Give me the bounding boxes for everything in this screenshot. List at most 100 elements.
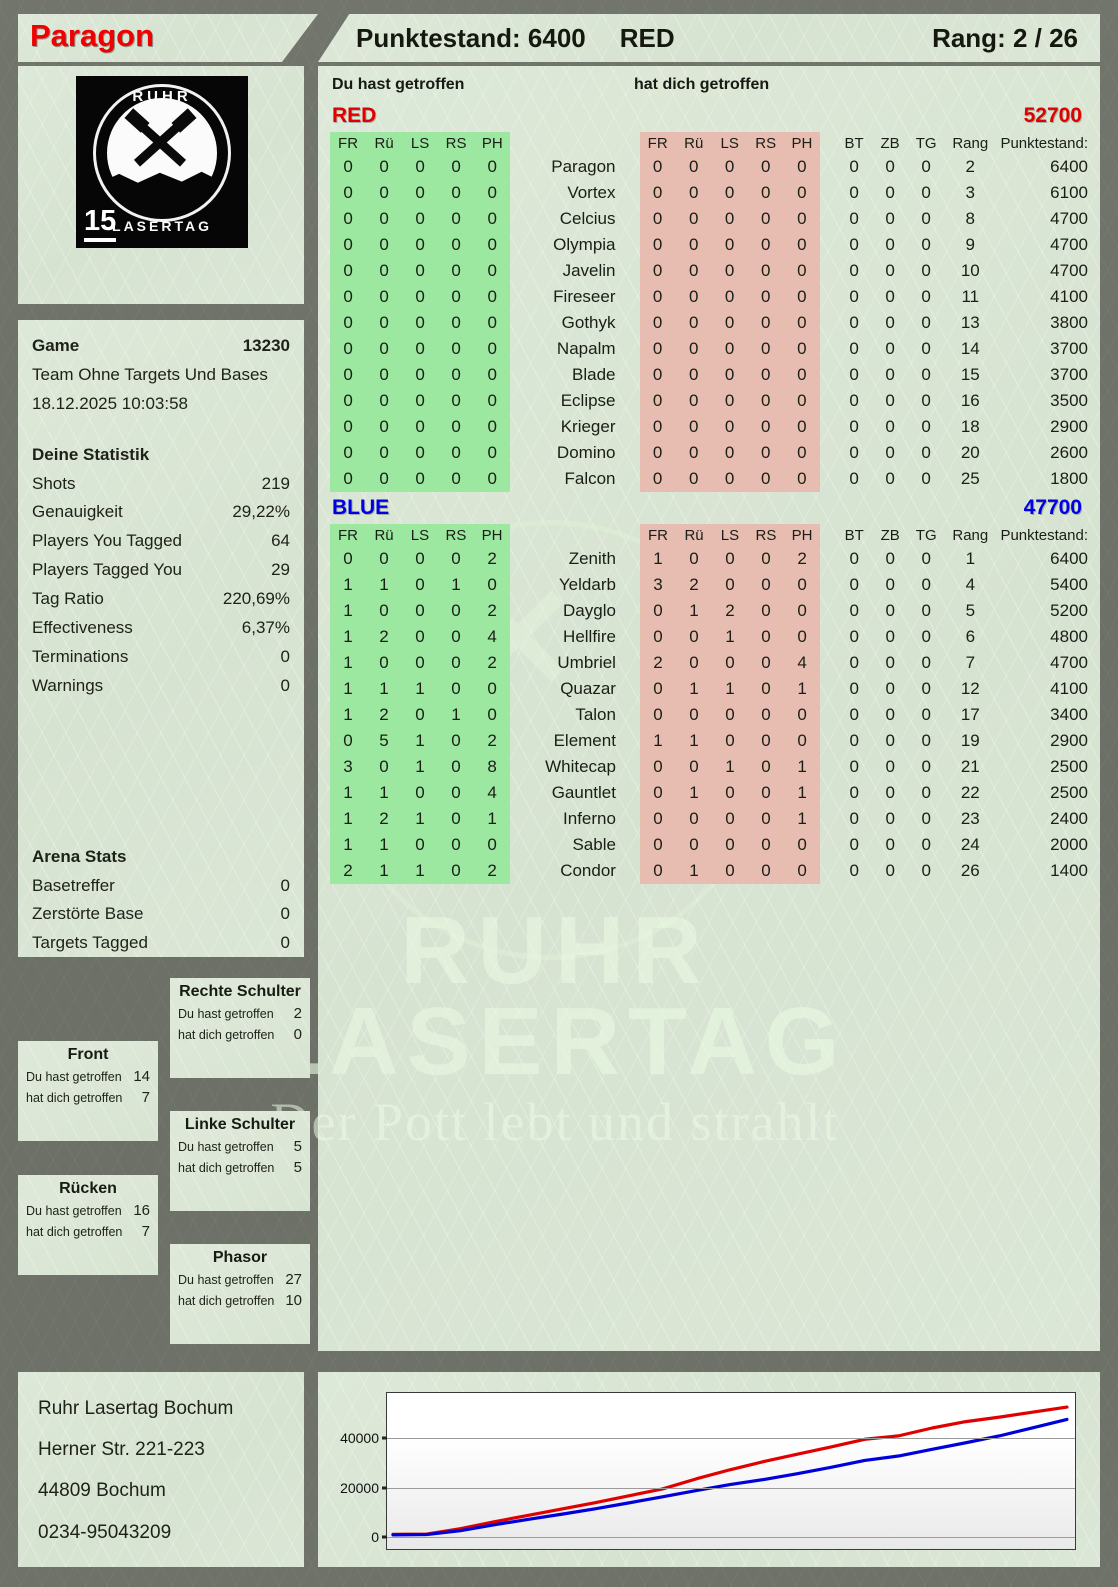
chart-ytick-label: 40000 bbox=[340, 1430, 379, 1447]
cell-got: 0 bbox=[640, 624, 677, 650]
table-row[interactable]: 0 0 0 0 0 Olympia 0 0 0 0 0 0 0 0 9 4700 bbox=[330, 232, 1100, 258]
stat-row: Shots 219 bbox=[32, 470, 290, 499]
cell-got: 0 bbox=[639, 180, 676, 206]
table-row[interactable]: 3 0 1 0 8 Whitecap 0 0 1 0 1 0 0 0 21 2500 bbox=[330, 754, 1100, 780]
table-row[interactable]: 0 0 0 0 0 Fireseer 0 0 0 0 0 0 0 0 11 4100 bbox=[330, 284, 1100, 310]
arena-stat-row: Basetreffer 0 bbox=[32, 872, 290, 901]
cell-hit: 0 bbox=[402, 546, 438, 572]
table-row[interactable]: 0 0 0 0 0 Napalm 0 0 0 0 0 0 0 0 14 3700 bbox=[330, 336, 1100, 362]
cell-got: 0 bbox=[639, 362, 676, 388]
cell-zb: 0 bbox=[885, 861, 895, 880]
cell-hit: 0 bbox=[366, 258, 403, 284]
table-row[interactable]: 1 2 0 0 4 Hellfire 0 0 1 0 0 0 0 0 6 4800 bbox=[330, 624, 1100, 650]
col-header-got: Rü bbox=[676, 524, 713, 546]
cell-hit: 1 bbox=[366, 572, 403, 598]
table-row[interactable]: 0 0 0 0 0 Javelin 0 0 0 0 0 0 0 0 10 4700 bbox=[330, 258, 1100, 284]
cell-tg: 0 bbox=[921, 183, 931, 202]
cell-player-name: Javelin bbox=[562, 261, 616, 280]
cell-hit: 0 bbox=[366, 154, 403, 180]
cell-hit: 0 bbox=[474, 466, 511, 492]
cell-got: 0 bbox=[711, 466, 748, 492]
cell-got: 3 bbox=[640, 572, 677, 598]
table-row[interactable]: 1 1 0 1 0 Yeldarb 3 2 0 0 0 0 0 0 4 5400 bbox=[330, 572, 1100, 598]
cell-tg: 0 bbox=[921, 313, 931, 332]
cell-hit: 0 bbox=[402, 414, 439, 440]
cell-got: 0 bbox=[711, 362, 748, 388]
col-header-hit: LS bbox=[402, 132, 439, 154]
table-row[interactable]: 1 0 0 0 2 Umbriel 2 0 0 0 4 0 0 0 7 4700 bbox=[330, 650, 1100, 676]
table-row[interactable]: 1 0 0 0 2 Dayglo 0 1 2 0 0 0 0 0 5 5200 bbox=[330, 598, 1100, 624]
hit-section-label: Du hast getroffen bbox=[332, 76, 465, 93]
cell-spacer bbox=[624, 414, 640, 440]
score-progress-chart-panel: 0 20000 40000 bbox=[318, 1372, 1100, 1567]
cell-spacer bbox=[820, 572, 836, 598]
cell-got: 0 bbox=[747, 440, 784, 466]
cell-hit: 0 bbox=[474, 154, 511, 180]
table-row[interactable]: 2 1 1 0 2 Condor 0 1 0 0 0 0 0 0 26 1400 bbox=[330, 858, 1100, 884]
cell-got: 1 bbox=[712, 754, 748, 780]
arena-section-title: Arena Stats bbox=[32, 843, 290, 872]
table-row[interactable]: 0 0 0 0 0 Gothyk 0 0 0 0 0 0 0 0 13 3800 bbox=[330, 310, 1100, 336]
table-row[interactable]: 1 2 1 0 1 Inferno 0 0 0 0 1 0 0 0 23 2400 bbox=[330, 806, 1100, 832]
table-row[interactable]: 0 0 0 0 0 Vortex 0 0 0 0 0 0 0 0 3 6100 bbox=[330, 180, 1100, 206]
cell-got: 4 bbox=[784, 650, 821, 676]
table-row[interactable]: 0 0 0 0 0 Krieger 0 0 0 0 0 0 0 0 18 2900 bbox=[330, 414, 1100, 440]
cell-got: 0 bbox=[640, 598, 677, 624]
cell-got: 0 bbox=[747, 832, 785, 858]
stat-label: Targets Tagged bbox=[32, 933, 148, 953]
cell-spacer bbox=[624, 832, 640, 858]
table-row[interactable]: 0 0 0 0 0 Celcius 0 0 0 0 0 0 0 0 8 4700 bbox=[330, 206, 1100, 232]
chart-series-blue bbox=[391, 1417, 1069, 1537]
stats-section-title: Deine Statistik bbox=[32, 441, 290, 470]
cell-rang: 26 bbox=[960, 861, 980, 880]
cell-got: 1 bbox=[676, 676, 713, 702]
cell-rang: 18 bbox=[960, 417, 980, 436]
table-row[interactable]: 1 1 1 0 0 Quazar 0 1 1 0 1 0 0 0 12 4100 bbox=[330, 676, 1100, 702]
cell-spacer bbox=[820, 284, 836, 310]
cell-tg: 0 bbox=[921, 417, 931, 436]
table-row[interactable]: 1 1 0 0 0 Sable 0 0 0 0 0 0 0 0 24 2000 bbox=[330, 832, 1100, 858]
cell-hit: 0 bbox=[366, 336, 403, 362]
stat-label: Zerstörte Base bbox=[32, 904, 144, 924]
col-header-got: LS bbox=[712, 524, 748, 546]
cell-hit: 2 bbox=[366, 624, 403, 650]
cell-hit: 1 bbox=[330, 676, 367, 702]
cell-zb: 0 bbox=[885, 287, 895, 306]
cell-got: 0 bbox=[712, 702, 748, 728]
cell-hit: 0 bbox=[474, 388, 511, 414]
cell-score: 1400 bbox=[1050, 861, 1088, 880]
cell-spacer bbox=[820, 806, 836, 832]
cell-got: 0 bbox=[675, 336, 712, 362]
table-row[interactable]: 1 2 0 1 0 Talon 0 0 0 0 0 0 0 0 17 3400 bbox=[330, 702, 1100, 728]
cell-score: 3700 bbox=[1050, 365, 1088, 384]
zone-row-value: 14 bbox=[133, 1068, 150, 1085]
col-header-got: RS bbox=[747, 524, 785, 546]
team-total-score: 52700 bbox=[1023, 104, 1082, 127]
cell-spacer bbox=[624, 728, 640, 754]
cell-got: 0 bbox=[640, 754, 677, 780]
cell-hit: 0 bbox=[437, 858, 475, 884]
table-row[interactable]: 0 0 0 0 0 Falcon 0 0 0 0 0 0 0 0 25 1800 bbox=[330, 466, 1100, 492]
cell-spacer bbox=[820, 414, 836, 440]
table-row[interactable]: 0 0 0 0 0 Eclipse 0 0 0 0 0 0 0 0 16 3500 bbox=[330, 388, 1100, 414]
cell-bt: 0 bbox=[849, 575, 859, 594]
table-row[interactable]: 0 0 0 0 0 Blade 0 0 0 0 0 0 0 0 15 3700 bbox=[330, 362, 1100, 388]
cell-zb: 0 bbox=[885, 443, 895, 462]
cell-rang: 21 bbox=[960, 757, 980, 776]
cell-got: 0 bbox=[747, 466, 784, 492]
cell-player-name: Napalm bbox=[556, 339, 616, 358]
cell-rang: 1 bbox=[965, 549, 976, 568]
table-row[interactable]: 0 5 1 0 2 Element 1 1 0 0 0 0 0 0 19 2900 bbox=[330, 728, 1100, 754]
table-row[interactable]: 1 1 0 0 4 Gauntlet 0 1 0 0 1 0 0 0 22 2500 bbox=[330, 780, 1100, 806]
cell-got: 0 bbox=[675, 466, 712, 492]
cell-rang: 2 bbox=[965, 157, 975, 176]
cell-hit: 2 bbox=[330, 858, 367, 884]
table-row[interactable]: 0 0 0 0 0 Domino 0 0 0 0 0 0 0 0 20 2600 bbox=[330, 440, 1100, 466]
cell-got: 0 bbox=[747, 858, 785, 884]
stat-label: Effectiveness bbox=[32, 618, 133, 638]
cell-hit: 0 bbox=[366, 466, 403, 492]
table-row[interactable]: 0 0 0 0 2 Zenith 1 0 0 0 2 0 0 0 1 6400 bbox=[330, 546, 1100, 572]
stat-label: Shots bbox=[32, 473, 76, 493]
cell-rang: 25 bbox=[960, 469, 980, 488]
table-row[interactable]: 0 0 0 0 0 Paragon 0 0 0 0 0 0 0 0 2 6400 bbox=[330, 154, 1100, 180]
